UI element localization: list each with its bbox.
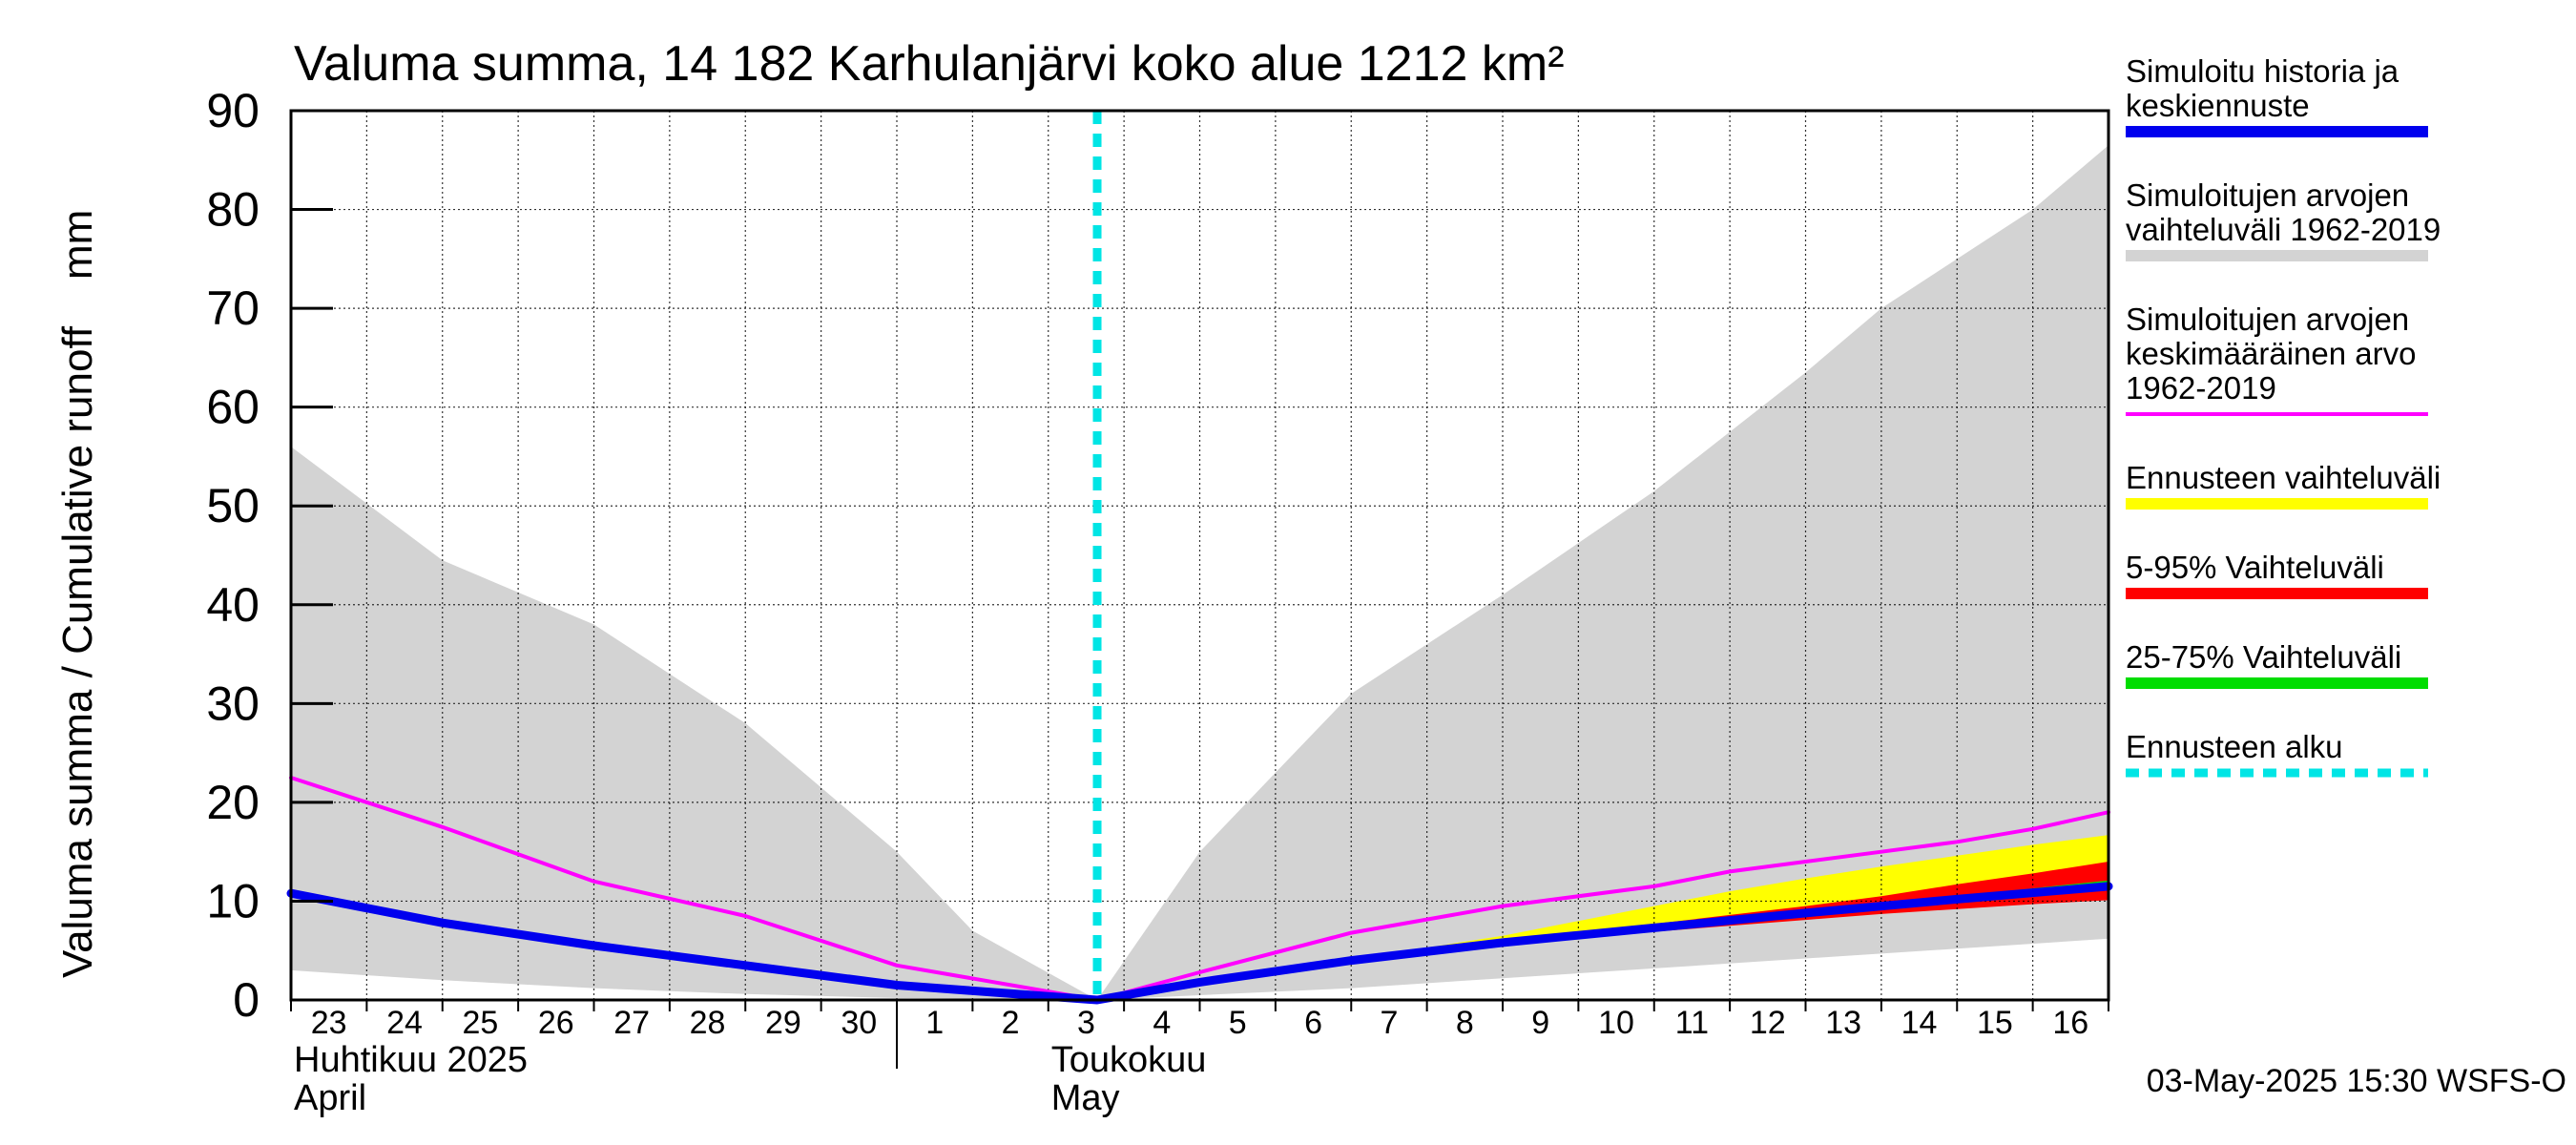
y-tick-label: 40 — [206, 578, 260, 632]
legend-label: Simuloitujen arvojen — [2126, 177, 2409, 213]
legend-label: Ennusteen vaihteluväli — [2126, 460, 2441, 495]
legend-label: Simuloitu historia ja — [2126, 53, 2399, 89]
x-tick-label: 14 — [1901, 1005, 1938, 1041]
x-tick-label: 27 — [613, 1005, 650, 1041]
band-forecast-range — [1351, 835, 2109, 961]
x-tick-label: 2 — [1002, 1005, 1020, 1041]
x-tick-label: 11 — [1675, 1005, 1709, 1041]
x-tick-label: 3 — [1077, 1005, 1095, 1041]
legend-label: vaihteluväli 1962-2019 — [2126, 212, 2441, 247]
legend-label: keskiennuste — [2126, 88, 2310, 123]
x-tick-label: 23 — [311, 1005, 347, 1041]
footer-timestamp: 03-May-2025 15:30 WSFS-O — [2147, 1063, 2566, 1099]
y-tick-label: 10 — [206, 874, 260, 927]
legend-label: keskimääräinen arvo — [2126, 336, 2416, 371]
line-mean-1962-2019 — [289, 776, 2110, 1002]
x-tick-label: 15 — [1977, 1005, 2013, 1041]
y-tick-label: 20 — [206, 776, 260, 829]
y-tick-label: 30 — [206, 677, 260, 730]
x-tick-label: 12 — [1750, 1005, 1786, 1041]
x-tick-label: 7 — [1380, 1005, 1398, 1041]
x-tick-label: 4 — [1153, 1005, 1171, 1041]
y-tick-label: 60 — [206, 381, 260, 434]
y-tick-label: 90 — [206, 84, 260, 137]
y-tick-label: 70 — [206, 281, 260, 335]
x-tick-label: 16 — [2052, 1005, 2088, 1041]
legend-label: 1962-2019 — [2126, 370, 2276, 406]
legend-label: 5-95% Vaihteluväli — [2126, 550, 2384, 585]
x-tick-label: 28 — [690, 1005, 726, 1041]
line-history-median — [286, 882, 2113, 1005]
y-axis-label: Valuma summa / Cumulative runoff mm — [54, 210, 101, 978]
month-label-english: April — [294, 1078, 366, 1118]
line-layer — [286, 111, 2113, 1005]
x-tick-label: 29 — [765, 1005, 801, 1041]
x-tick-label: 10 — [1598, 1005, 1634, 1041]
y-tick-label: 0 — [233, 973, 260, 1027]
y-tick-label: 80 — [206, 183, 260, 237]
x-tick-label: 30 — [841, 1005, 877, 1041]
x-tick-label: 6 — [1304, 1005, 1322, 1041]
month-label: Huhtikuu 2025 — [294, 1040, 528, 1080]
x-tick-label: 25 — [463, 1005, 499, 1041]
grid-layer — [291, 110, 2109, 1000]
x-tick-label: 5 — [1229, 1005, 1247, 1041]
legend-label: Ennusteen alku — [2126, 729, 2343, 764]
legend-label: 25-75% Vaihteluväli — [2126, 639, 2401, 675]
x-tick-label: 1 — [925, 1005, 944, 1041]
month-label-english: May — [1051, 1078, 1120, 1118]
legend-label: Simuloitujen arvojen — [2126, 302, 2409, 337]
y-tick-label: 50 — [206, 479, 260, 532]
band-range-1962-2019 — [291, 145, 2109, 1000]
x-tick-label: 24 — [386, 1005, 423, 1041]
month-label: Toukokuu — [1051, 1040, 1207, 1080]
x-tick-label: 9 — [1531, 1005, 1549, 1041]
x-tick-label: 8 — [1456, 1005, 1474, 1041]
x-tick-label: 13 — [1825, 1005, 1861, 1041]
chart-title: Valuma summa, 14 182 Karhulanjärvi koko … — [294, 36, 1565, 92]
x-tick-label: 26 — [538, 1005, 574, 1041]
